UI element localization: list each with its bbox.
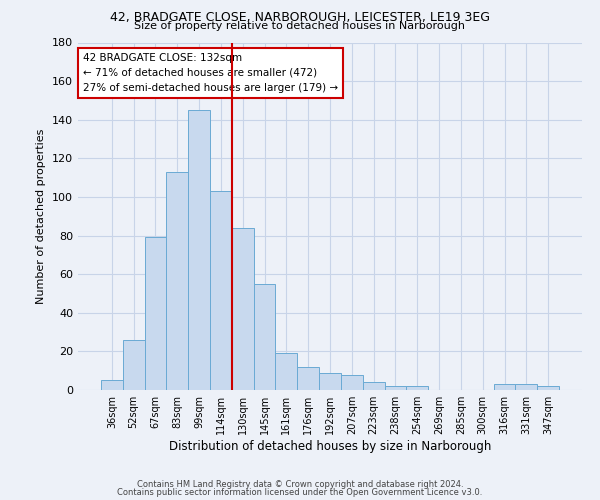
Bar bbox=[385, 386, 406, 390]
Bar bbox=[319, 372, 341, 390]
X-axis label: Distribution of detached houses by size in Narborough: Distribution of detached houses by size … bbox=[169, 440, 491, 453]
Text: 42, BRADGATE CLOSE, NARBOROUGH, LEICESTER, LE19 3EG: 42, BRADGATE CLOSE, NARBOROUGH, LEICESTE… bbox=[110, 11, 490, 24]
Bar bbox=[275, 354, 297, 390]
Bar bbox=[123, 340, 145, 390]
Bar bbox=[188, 110, 210, 390]
Bar bbox=[515, 384, 537, 390]
Bar bbox=[232, 228, 254, 390]
Bar bbox=[145, 238, 166, 390]
Bar bbox=[494, 384, 515, 390]
Bar bbox=[210, 191, 232, 390]
Bar bbox=[101, 380, 123, 390]
Text: Size of property relative to detached houses in Narborough: Size of property relative to detached ho… bbox=[134, 21, 466, 31]
Text: Contains public sector information licensed under the Open Government Licence v3: Contains public sector information licen… bbox=[118, 488, 482, 497]
Text: Contains HM Land Registry data © Crown copyright and database right 2024.: Contains HM Land Registry data © Crown c… bbox=[137, 480, 463, 489]
Bar bbox=[537, 386, 559, 390]
Bar bbox=[254, 284, 275, 390]
Y-axis label: Number of detached properties: Number of detached properties bbox=[37, 128, 46, 304]
Bar bbox=[406, 386, 428, 390]
Bar bbox=[166, 172, 188, 390]
Text: 42 BRADGATE CLOSE: 132sqm
← 71% of detached houses are smaller (472)
27% of semi: 42 BRADGATE CLOSE: 132sqm ← 71% of detac… bbox=[83, 53, 338, 92]
Bar bbox=[363, 382, 385, 390]
Bar bbox=[297, 367, 319, 390]
Bar bbox=[341, 374, 363, 390]
